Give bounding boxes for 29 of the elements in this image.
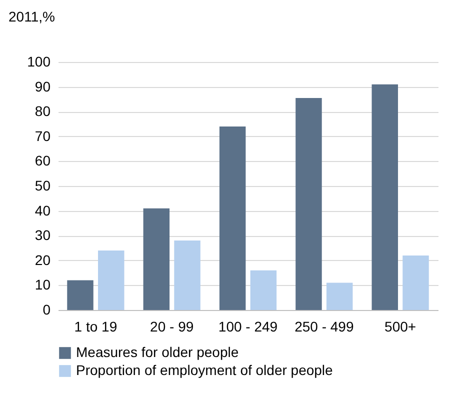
y-tick-label: 20 xyxy=(34,252,51,268)
bar xyxy=(143,208,170,310)
bar xyxy=(326,282,353,310)
y-tick-label: 40 xyxy=(34,202,51,218)
bar xyxy=(402,255,429,310)
y-tick-label: 0 xyxy=(42,302,51,318)
x-tick-label: 250 - 499 xyxy=(294,318,354,334)
y-axis-title: 2011,% xyxy=(8,8,55,24)
x-tick-label: 100 - 249 xyxy=(218,318,278,334)
y-tick-label: 50 xyxy=(34,178,51,194)
y-tick-label: 60 xyxy=(34,152,51,169)
x-tick-label: 20 - 99 xyxy=(150,318,194,334)
y-tick-label: 100 xyxy=(27,54,51,70)
y-tick-label: 10 xyxy=(34,276,51,293)
bar xyxy=(67,280,94,310)
bar xyxy=(174,240,200,310)
bar xyxy=(296,98,322,310)
x-tick-label: 1 to 19 xyxy=(74,318,118,334)
legend-label: Measures for older people xyxy=(76,344,239,360)
bar xyxy=(250,270,277,310)
bar xyxy=(372,84,398,310)
y-tick-label: 80 xyxy=(34,103,51,120)
bar xyxy=(219,126,246,310)
y-tick-label: 90 xyxy=(34,78,51,94)
y-tick-label: 70 xyxy=(34,128,51,144)
y-tick-label: 30 xyxy=(34,227,51,244)
bar xyxy=(98,250,124,310)
x-tick-label: 500+ xyxy=(384,318,416,334)
legend-label: Proportion of employment of older people xyxy=(76,362,334,378)
